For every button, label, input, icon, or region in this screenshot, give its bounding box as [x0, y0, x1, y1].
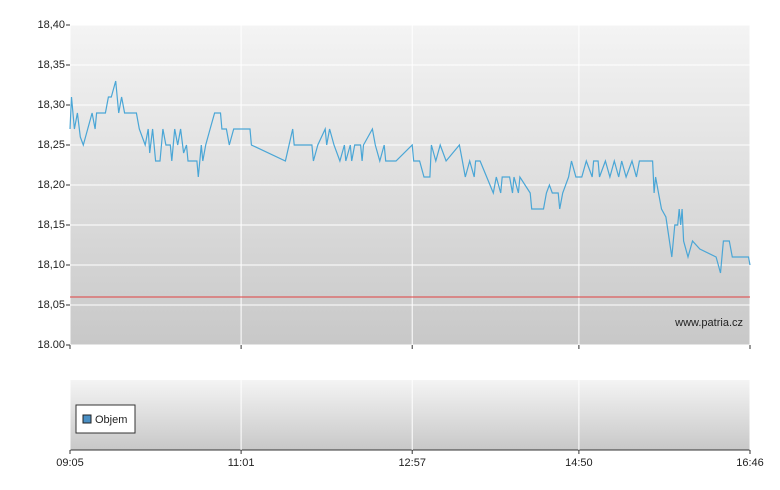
y-tick-label: 18,30 [37, 99, 65, 111]
x-tick-label: 12:57 [398, 457, 426, 469]
y-tick-label: 18,15 [37, 219, 65, 231]
y-tick-label: 18,25 [37, 139, 65, 151]
y-tick-label: 18,05 [37, 299, 65, 311]
legend-swatch [82, 414, 92, 424]
x-tick-label: 11:01 [228, 457, 255, 469]
volume-area [70, 380, 750, 450]
y-tick-label: 18,20 [37, 179, 65, 191]
y-tick-label: 18,40 [37, 19, 65, 31]
legend-label: Objem [95, 414, 127, 426]
x-tick-label: 14:50 [565, 457, 593, 469]
price-line [69, 80, 751, 274]
y-tick-label: 18,10 [37, 259, 65, 271]
y-tick-label: 18.00 [37, 339, 65, 351]
y-tick-label: 18,35 [37, 59, 65, 71]
x-tick-label: 16:46 [736, 457, 764, 469]
x-tick-label: 09:05 [56, 457, 84, 469]
source: www.patria.cz [674, 317, 743, 329]
